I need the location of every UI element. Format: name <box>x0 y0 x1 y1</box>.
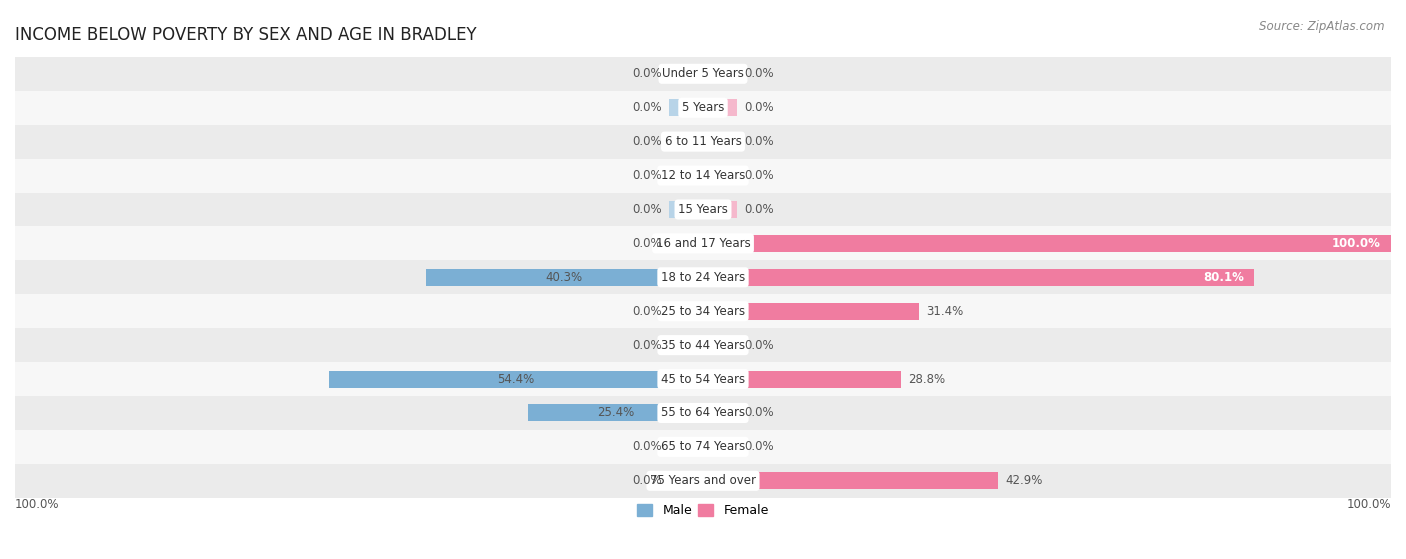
Text: 0.0%: 0.0% <box>633 237 662 250</box>
Bar <box>15 159 1391 192</box>
Bar <box>669 167 703 184</box>
Bar <box>703 167 737 184</box>
Bar <box>15 57 1391 91</box>
Text: 0.0%: 0.0% <box>633 474 662 487</box>
Bar <box>669 235 703 252</box>
Bar <box>669 65 703 82</box>
Text: 18 to 24 Years: 18 to 24 Years <box>661 271 745 284</box>
Text: 0.0%: 0.0% <box>744 169 773 182</box>
Text: 0.0%: 0.0% <box>633 203 662 216</box>
Text: 65 to 74 Years: 65 to 74 Years <box>661 440 745 453</box>
Bar <box>15 192 1391 226</box>
Bar <box>669 100 703 116</box>
Bar <box>426 269 703 286</box>
Text: 0.0%: 0.0% <box>633 440 662 453</box>
Bar <box>703 133 737 150</box>
Legend: Male, Female: Male, Female <box>633 499 773 522</box>
Text: 5 Years: 5 Years <box>682 101 724 114</box>
Bar <box>703 405 737 421</box>
Text: 0.0%: 0.0% <box>744 440 773 453</box>
Bar <box>15 362 1391 396</box>
Bar <box>329 371 703 387</box>
Bar <box>15 328 1391 362</box>
Bar <box>703 303 920 320</box>
Text: 40.3%: 40.3% <box>546 271 583 284</box>
Bar <box>669 303 703 320</box>
Bar <box>703 65 737 82</box>
Text: 31.4%: 31.4% <box>927 305 963 318</box>
Text: 16 and 17 Years: 16 and 17 Years <box>655 237 751 250</box>
Text: 28.8%: 28.8% <box>908 372 945 386</box>
Bar <box>669 472 703 489</box>
Text: 35 to 44 Years: 35 to 44 Years <box>661 339 745 352</box>
Bar <box>15 430 1391 464</box>
Text: Under 5 Years: Under 5 Years <box>662 67 744 80</box>
Bar <box>703 235 1391 252</box>
Bar <box>669 133 703 150</box>
Text: 80.1%: 80.1% <box>1204 271 1244 284</box>
Text: 0.0%: 0.0% <box>633 101 662 114</box>
Text: 0.0%: 0.0% <box>633 305 662 318</box>
Text: INCOME BELOW POVERTY BY SEX AND AGE IN BRADLEY: INCOME BELOW POVERTY BY SEX AND AGE IN B… <box>15 26 477 44</box>
Text: 0.0%: 0.0% <box>744 203 773 216</box>
Bar <box>529 405 703 421</box>
Bar <box>15 226 1391 260</box>
Text: 42.9%: 42.9% <box>1005 474 1042 487</box>
Text: 100.0%: 100.0% <box>1347 498 1391 511</box>
Text: 45 to 54 Years: 45 to 54 Years <box>661 372 745 386</box>
Bar <box>669 438 703 456</box>
Bar <box>15 464 1391 498</box>
Text: 0.0%: 0.0% <box>744 135 773 148</box>
Text: 55 to 64 Years: 55 to 64 Years <box>661 406 745 419</box>
Bar <box>15 125 1391 159</box>
Text: 15 Years: 15 Years <box>678 203 728 216</box>
Text: 100.0%: 100.0% <box>1331 237 1381 250</box>
Bar <box>703 371 901 387</box>
Bar <box>15 294 1391 328</box>
Text: 12 to 14 Years: 12 to 14 Years <box>661 169 745 182</box>
Bar <box>703 201 737 218</box>
Bar <box>703 472 998 489</box>
Text: 25.4%: 25.4% <box>598 406 634 419</box>
Text: 0.0%: 0.0% <box>633 339 662 352</box>
Bar <box>669 201 703 218</box>
Text: 75 Years and over: 75 Years and over <box>650 474 756 487</box>
Bar <box>669 337 703 354</box>
Text: 0.0%: 0.0% <box>744 67 773 80</box>
Bar <box>703 269 1254 286</box>
Text: 54.4%: 54.4% <box>498 372 534 386</box>
Bar <box>15 396 1391 430</box>
Text: 6 to 11 Years: 6 to 11 Years <box>665 135 741 148</box>
Text: 0.0%: 0.0% <box>744 101 773 114</box>
Text: 25 to 34 Years: 25 to 34 Years <box>661 305 745 318</box>
Text: 0.0%: 0.0% <box>633 135 662 148</box>
Text: 100.0%: 100.0% <box>15 498 59 511</box>
Bar <box>703 100 737 116</box>
Text: 0.0%: 0.0% <box>633 67 662 80</box>
Text: 0.0%: 0.0% <box>633 169 662 182</box>
Bar <box>703 438 737 456</box>
Text: 0.0%: 0.0% <box>744 406 773 419</box>
Bar <box>15 260 1391 294</box>
Bar <box>703 337 737 354</box>
Text: Source: ZipAtlas.com: Source: ZipAtlas.com <box>1260 20 1385 32</box>
Text: 0.0%: 0.0% <box>744 339 773 352</box>
Bar <box>15 91 1391 125</box>
